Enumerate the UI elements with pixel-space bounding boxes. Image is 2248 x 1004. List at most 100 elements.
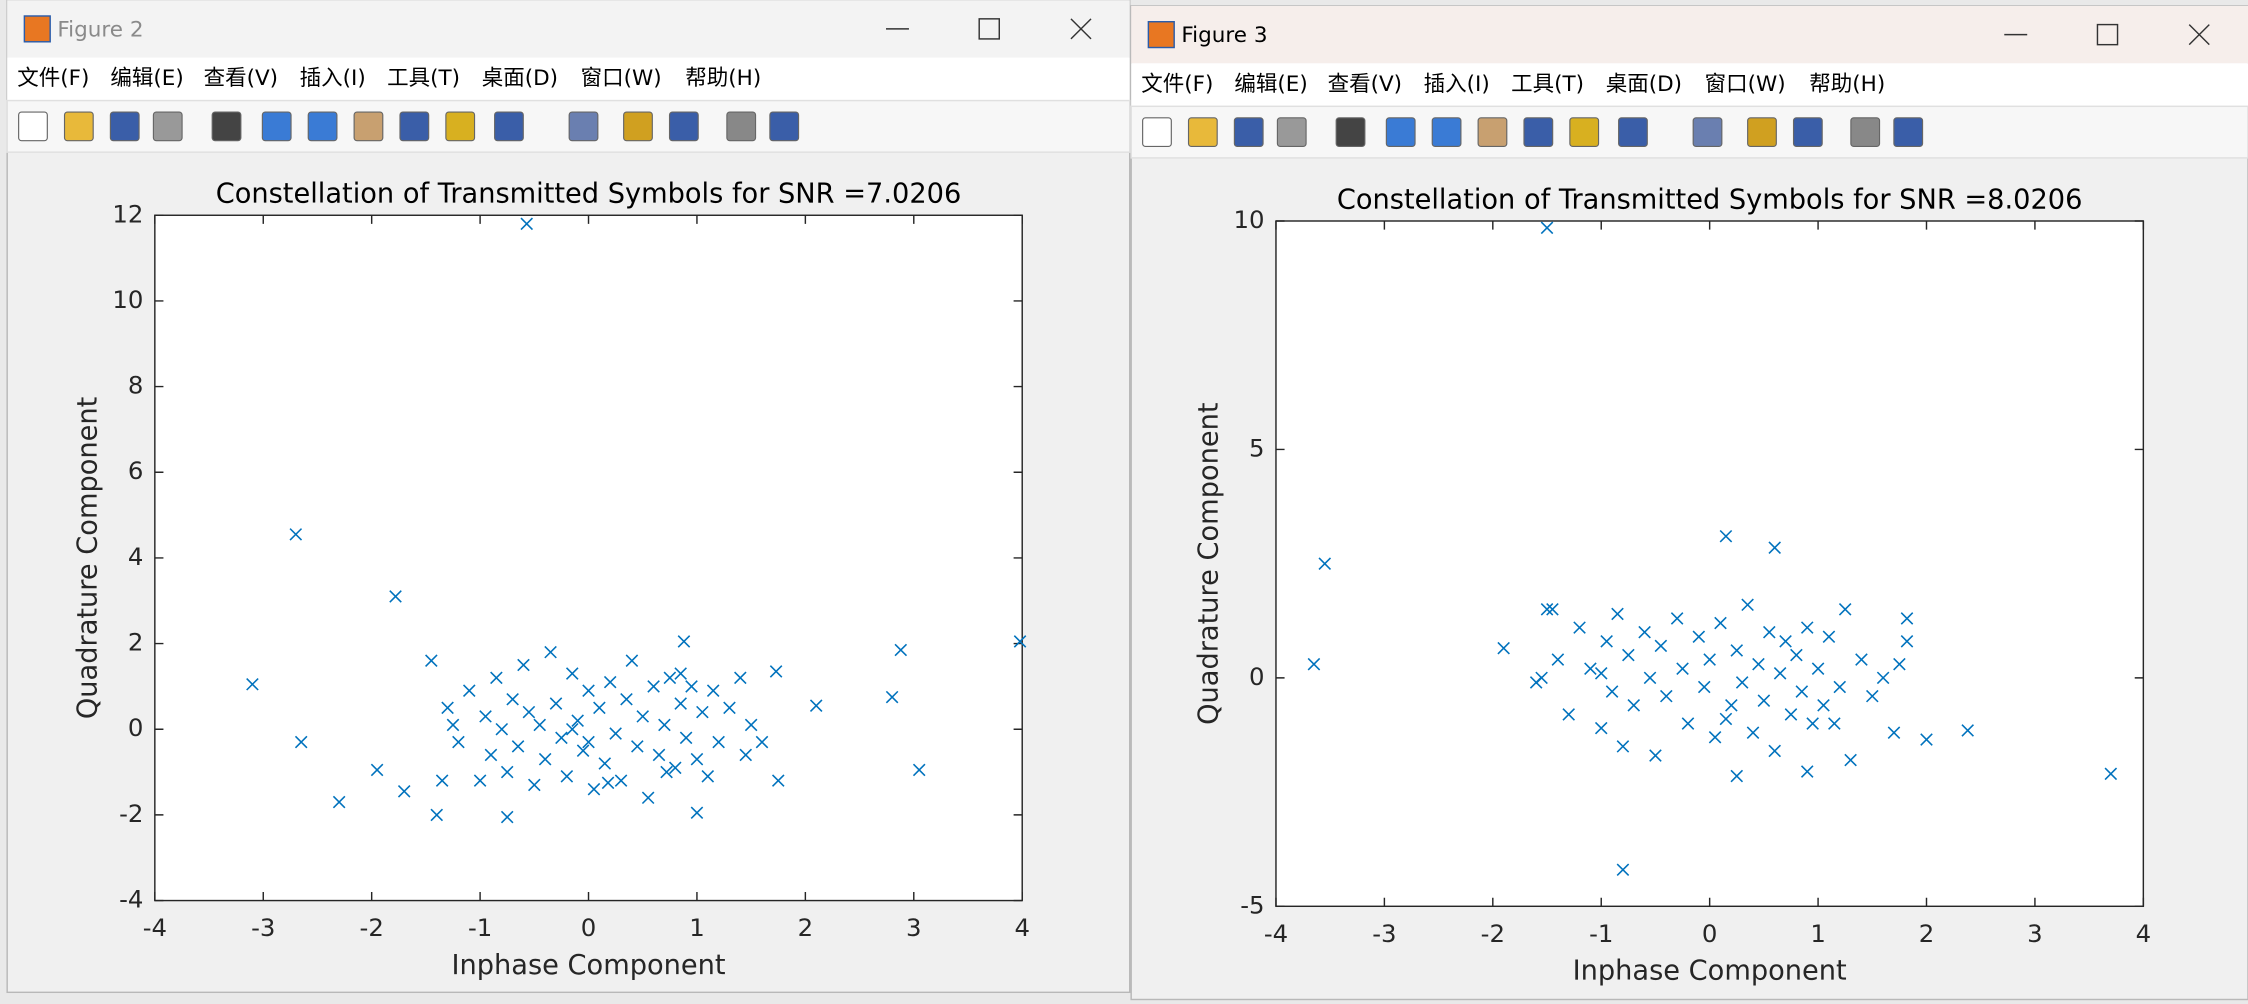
scatter-point [674,697,687,710]
scatter-point [1795,685,1809,698]
scatter-point [1817,698,1830,712]
scatter-point [734,671,747,685]
menu-item[interactable]: 插入(I) [1424,72,1490,97]
menu-item[interactable]: 工具(T) [1511,72,1584,97]
toolbar-button[interactable] [623,111,653,142]
menu-item[interactable]: 查看(V) [1328,72,1402,97]
toolbar-button[interactable] [261,111,292,142]
toolbar-button[interactable] [445,111,476,142]
x-tick-label: 3 [906,913,922,942]
toolbar-button[interactable] [1792,117,1823,148]
x-tick-label: 2 [798,913,814,942]
toolbar-button[interactable] [1850,117,1881,148]
menu-item[interactable]: 窗口(W) [581,66,662,91]
menu-item[interactable]: 插入(I) [300,66,366,91]
toolbar-button[interactable] [18,111,48,142]
scatter-point [511,740,525,753]
toolbar-button[interactable] [1431,117,1462,148]
scatter-point [1540,603,1554,616]
scatter-point [1876,671,1890,685]
toolbar-button[interactable] [63,111,94,142]
menu-item[interactable]: 帮助(H) [685,66,761,91]
chart-title: Constellation of Transmitted Symbols for… [216,179,962,210]
toolbar-button[interactable] [1692,117,1723,148]
toolbar-button[interactable] [1618,117,1648,148]
scatter-point [332,795,346,809]
toolbar-button[interactable] [494,111,524,142]
toolbar-button[interactable] [1569,117,1600,148]
toolbar-button[interactable] [1893,117,1924,148]
toolbar-button[interactable] [1477,117,1508,148]
toolbar-button[interactable] [1233,117,1264,148]
scatter-point [571,714,584,727]
menu-item[interactable]: 文件(F) [17,66,89,91]
toolbar-button[interactable] [769,111,800,142]
scatter-point [1643,671,1657,685]
menu-item[interactable]: 编辑(E) [1234,72,1307,97]
scatter-point [663,671,677,685]
scatter-point [696,705,709,719]
scatter-point [1616,740,1630,753]
window-title: Figure 3 [1181,23,1267,48]
scatter-point [538,752,552,766]
menu-item[interactable]: 文件(F) [1141,72,1213,97]
y-tick-label: 6 [128,456,143,485]
maximize-button[interactable] [978,18,1000,40]
toolbar-button[interactable] [668,111,699,142]
toolbar-button[interactable] [109,111,140,142]
menu-item[interactable]: 帮助(H) [1809,72,1885,97]
scatter-point [1594,667,1608,680]
menu-item[interactable]: 工具(T) [387,66,460,91]
toolbar-button[interactable] [307,111,338,142]
scatter-point [576,744,590,757]
scatter-point [1822,630,1836,644]
toolbar-button[interactable] [1747,117,1777,148]
scatter-point [473,774,487,787]
menu-item[interactable]: 查看(V) [204,66,278,91]
scatter-point [1714,616,1727,630]
plot-area [154,214,1023,902]
scatter-point [1670,612,1684,625]
x-tick-label: 2 [1919,919,1935,948]
scatter-point [1920,733,1933,746]
scatter-point [679,731,693,745]
x-tick-label: -2 [1481,919,1505,948]
scatter-point [1725,698,1738,712]
scatter-point [1790,648,1803,662]
toolbar-button[interactable] [399,111,430,142]
scatter-point [500,810,514,824]
y-tick-label: 12 [112,199,143,228]
scatter-point [1318,557,1332,570]
x-tick-label: 0 [1702,919,1718,948]
menu-item[interactable]: 桌面(D) [482,66,558,91]
toolbar-button[interactable] [1523,117,1554,148]
toolbar-button[interactable] [726,111,757,142]
scatter-point [706,684,720,697]
toolbar-button[interactable] [1276,117,1307,148]
toolbar-button[interactable] [1187,117,1218,148]
menu-item[interactable]: 编辑(E) [110,66,183,91]
toolbar-button[interactable] [568,111,599,142]
toolbar-button[interactable] [1335,117,1366,148]
maximize-button[interactable] [2096,23,2119,46]
scatter-point [1681,717,1695,730]
toolbar-button[interactable] [353,111,384,142]
scatter-point [533,718,547,732]
scatter-point [1703,653,1716,666]
scatter-point [1540,221,1554,235]
scatter-point [452,735,465,749]
close-button[interactable] [2188,24,2210,46]
menu-item[interactable]: 窗口(W) [1705,72,1786,97]
menu-item[interactable]: 桌面(D) [1606,72,1682,97]
scatter-point [601,776,615,790]
scatter-point [674,667,687,680]
close-button[interactable] [1070,18,1092,40]
y-tick-label: 10 [112,285,143,314]
toolbar-button[interactable] [152,111,183,142]
toolbar-button[interactable] [211,111,242,142]
scatter-point [389,590,402,603]
toolbar-button[interactable] [1142,117,1172,148]
x-tick-label: 4 [2136,919,2152,948]
toolbar-button[interactable] [1385,117,1416,148]
y-tick-label: 5 [1249,433,1265,462]
